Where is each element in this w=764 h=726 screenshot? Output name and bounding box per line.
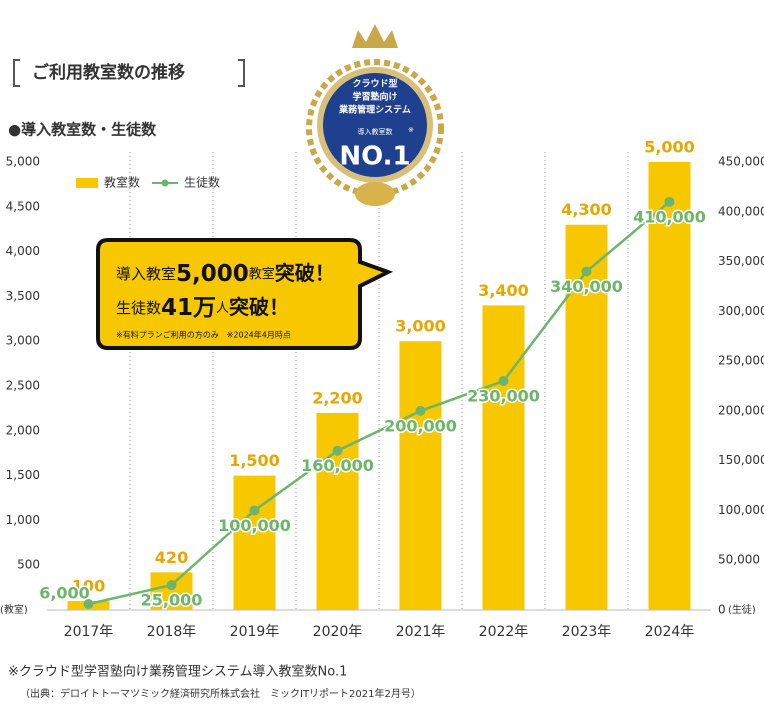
badge-mark: ※: [408, 126, 414, 134]
line-point: [332, 445, 343, 456]
bar-value-label: 2,200: [312, 388, 363, 407]
callout-text: 突破！: [229, 295, 289, 319]
bar: [233, 475, 276, 610]
y-axis-label: (教室): [0, 603, 28, 616]
bar: [482, 305, 525, 610]
callout-note: ※有料プランご利用の方のみ ※2024年4月時点: [116, 330, 291, 340]
callout-text: 教室: [249, 266, 275, 282]
bar: [150, 572, 193, 610]
y2-tick-label: 150,000: [718, 453, 764, 467]
line-value-label: 25,000: [141, 591, 203, 610]
footnote: （出典：デロイトトーマツミック経済研究所株式会社 ミックITリポート2021年2…: [20, 687, 421, 700]
bar-value-label: 1,500: [229, 451, 280, 470]
line: [88, 200, 671, 606]
bar: [399, 341, 442, 610]
bar-value-label: 3,000: [395, 317, 446, 336]
badge-text: 導入教室数: [358, 127, 393, 136]
badge-core: [323, 73, 427, 177]
y-tick-label: 5,000: [6, 155, 40, 169]
callout-text: 導入教室: [116, 265, 176, 283]
line-point: [249, 505, 260, 516]
title-bracket: [13, 59, 245, 87]
callout-number: 5,000: [176, 261, 249, 287]
line-value-label: 100,000: [218, 516, 291, 535]
footnote: ※クラウド型学習塾向け業務管理システム導入教室数No.1: [8, 664, 347, 680]
badge: クラウド型 学習塾向け 業務管理システム 導入教室数 NO.1 ※: [306, 24, 444, 206]
line-value-label: 410,000: [633, 207, 706, 226]
badge-text: 学習塾向け: [352, 91, 397, 103]
x-tick-label: 2017年: [64, 624, 114, 640]
legend-swatch-bar: [76, 178, 98, 188]
line-point: [166, 580, 177, 591]
y2-tick-label: 250,000: [718, 354, 764, 368]
y2-tick-label: 50,000: [718, 553, 760, 567]
legend-swatch-dot: [161, 179, 169, 187]
y-tick-label: 2,500: [6, 379, 40, 393]
callout-line: 生徒数41万人突破！: [116, 295, 289, 321]
y2-tick-label: 200,000: [718, 403, 764, 417]
badge-text: 業務管理システム: [338, 104, 411, 116]
badge-text: クラウド型: [352, 78, 397, 90]
bar: [648, 162, 691, 610]
line-point: [498, 376, 509, 387]
bar-value-label: 420: [155, 548, 188, 567]
x-tick-label: 2022年: [479, 624, 529, 640]
y2-tick-label: 350,000: [718, 254, 764, 268]
line-value-label: 230,000: [467, 387, 540, 406]
badge-mascot: [355, 182, 395, 206]
legend-label: 教室数: [104, 175, 140, 190]
y2-tick-label: 450,000: [718, 155, 764, 169]
y-tick-label: 3,000: [6, 334, 40, 348]
bar-value-label: 4,300: [561, 200, 612, 219]
x-tick-label: 2019年: [230, 624, 280, 640]
x-tick-label: 2023年: [562, 624, 612, 640]
callout-text: 人: [216, 301, 229, 316]
line-value-label: 200,000: [384, 416, 457, 435]
badge-rank: NO.1: [339, 142, 410, 172]
chart-title: ご利用教室数の推移: [32, 62, 185, 83]
y-tick-label: 3,500: [6, 289, 40, 303]
y2-tick-label: 300,000: [718, 304, 764, 318]
y-tick-label: 2,000: [6, 423, 40, 437]
callout-number: 41万: [161, 295, 216, 321]
y2-tick-label: 0: [718, 603, 726, 617]
x-tick-label: 2018年: [147, 624, 197, 640]
line-point: [415, 405, 426, 416]
x-tick-label: 2024年: [645, 624, 695, 640]
callout: 導入教室5,000教室突破！ 生徒数41万人突破！ ※有料プランご利用の方のみ …: [96, 238, 394, 350]
plot: 500 1,000 1,500 2,000 2,500 3,000 3,500 4,000 4,…: [0, 138, 764, 641]
line-value-label: 6,000: [39, 584, 90, 603]
y2-tick-label: 400,000: [718, 204, 764, 218]
callout-text: 生徒数: [116, 299, 161, 317]
bar-value-label: 100: [72, 577, 105, 596]
callout-line: 導入教室5,000教室突破！: [116, 261, 335, 287]
y2-tick-label: 100,000: [718, 503, 764, 517]
x-tick-label: 2021年: [396, 624, 446, 640]
y-tick-label: 1,000: [6, 513, 40, 527]
bar-value-label: 3,400: [478, 281, 529, 300]
y-tick-label: 4,000: [6, 244, 40, 258]
callout-text: 突破！: [275, 261, 335, 285]
y-tick-label: 500: [17, 558, 40, 572]
callout-box: [96, 238, 394, 350]
legend-label: 生徒数: [184, 175, 220, 190]
line-value-label: 160,000: [301, 456, 374, 475]
y-tick-label: 4,500: [6, 199, 40, 213]
bar-value-label: 5,000: [644, 138, 695, 157]
line-point: [581, 266, 592, 277]
x-tick-label: 2020年: [313, 624, 363, 640]
y-tick-label: 1,500: [6, 468, 40, 482]
chart-subtitle: ●導入教室数・生徒数: [8, 121, 157, 139]
line-value-label: 340,000: [550, 277, 623, 296]
crown: [352, 24, 398, 48]
line-point: [664, 196, 675, 207]
y2-axis-label: (生徒): [728, 603, 756, 616]
line-point: [83, 599, 94, 610]
